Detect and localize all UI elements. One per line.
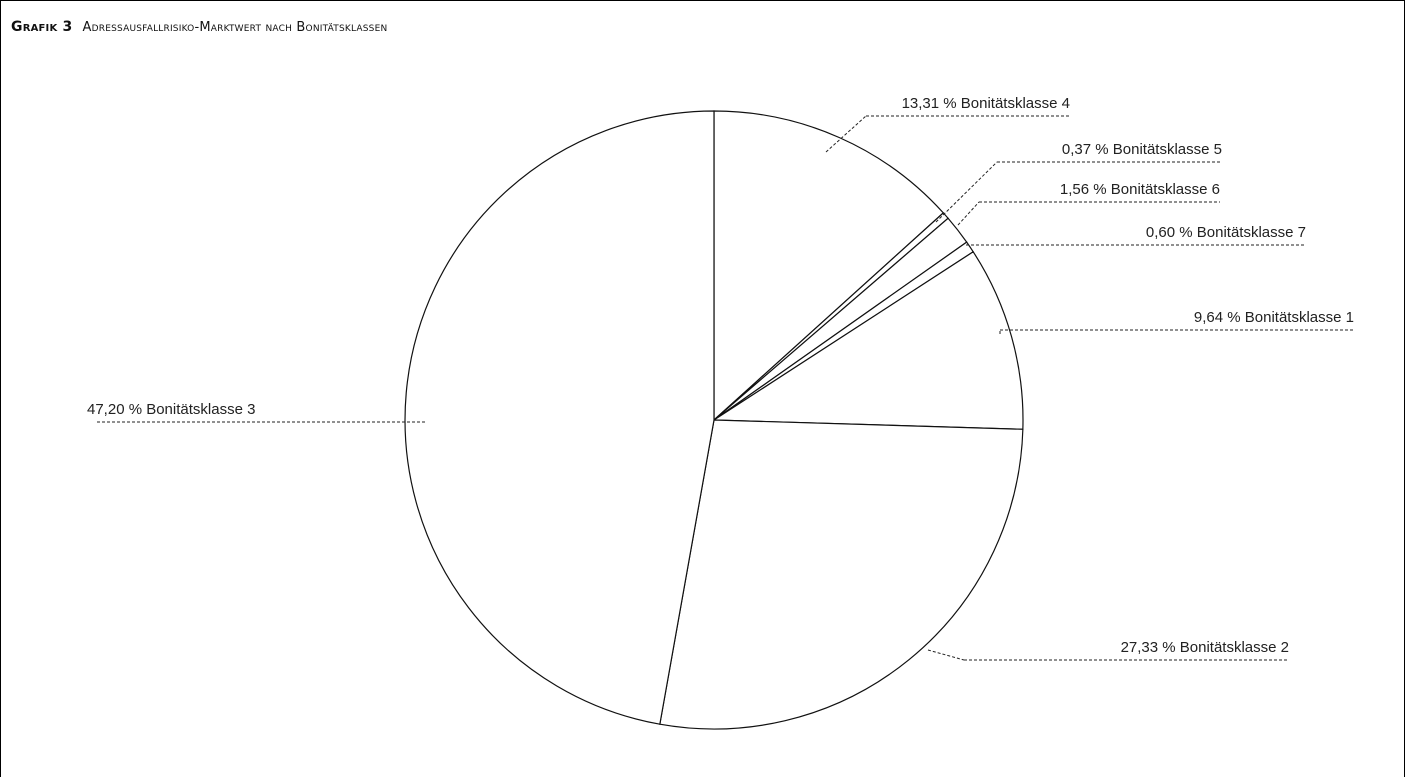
slice-label: 0,37 % Bonitätsklasse 5 (1062, 141, 1222, 158)
figure-title: Adressausfallrisiko-Marktwert nach Bonit… (82, 20, 388, 35)
slice-label: 13,31 % Bonitätsklasse 4 (902, 95, 1070, 112)
figure-header: Grafik 3 Adressausfallrisiko-Marktwert n… (11, 16, 387, 35)
figure-label: Grafik 3 (11, 19, 73, 35)
leader-line (825, 115, 1070, 153)
pie-slice-bonit-tsklasse-2 (659, 419, 1024, 730)
pie-slice-bonit-tsklasse-1 (712, 250, 1024, 430)
slice-label: 9,64 % Bonitätsklasse 1 (1194, 309, 1354, 326)
pie-slice-bonit-tsklasse-4 (713, 110, 945, 422)
leader-line (957, 201, 1220, 226)
slice-label: 27,33 % Bonitätsklasse 2 (1121, 639, 1289, 656)
slice-labels: 13,31 % Bonitätsklasse 4 0,37 % Bonitätsk… (87, 95, 1354, 656)
leader-line (927, 649, 1289, 661)
pie-slice-bonit-tsklasse-3 (404, 110, 715, 725)
leader-line (999, 329, 1354, 334)
slice-label: 0,60 % Bonitätsklasse 7 (1146, 224, 1306, 241)
leader-line (935, 161, 1222, 223)
slice-label: 47,20 % Bonitätsklasse 3 (87, 401, 255, 418)
leader-lines (97, 115, 1354, 661)
slice-label: 1,56 % Bonitätsklasse 6 (1060, 181, 1220, 198)
pie-slices (404, 110, 1024, 730)
